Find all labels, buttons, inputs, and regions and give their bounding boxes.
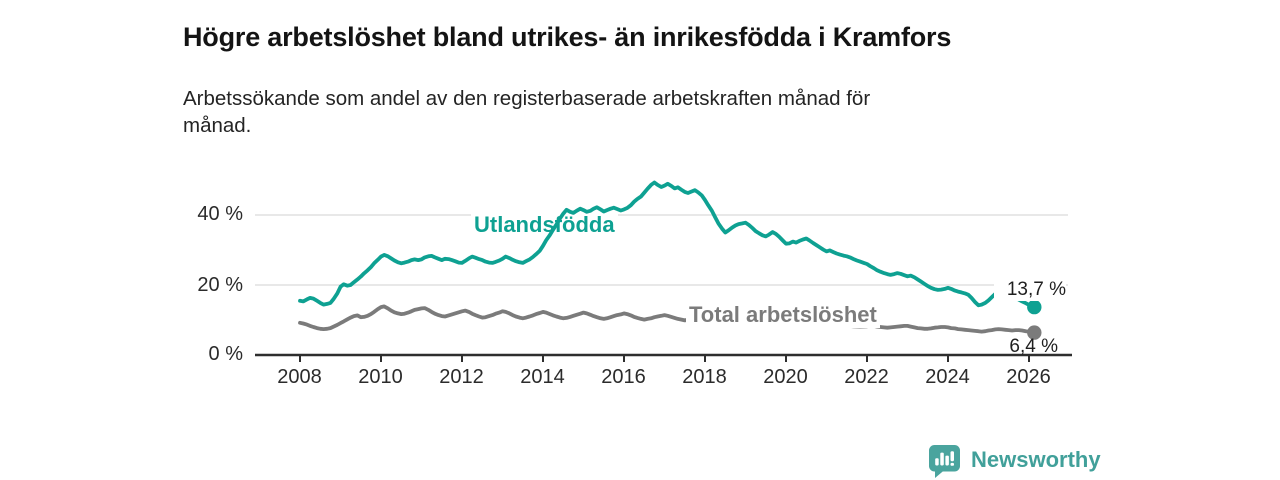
x-axis-label: 2024 xyxy=(925,366,970,388)
x-axis-label: 2010 xyxy=(358,366,403,388)
x-axis-label: 2014 xyxy=(520,366,565,388)
y-axis-label: 40 % xyxy=(197,203,243,225)
bar-chart-bubble-icon xyxy=(929,445,960,478)
x-axis-label: 2018 xyxy=(682,366,727,388)
chart-title: Högre arbetslöshet bland utrikes- än inr… xyxy=(183,22,952,53)
value-label-total: 6,4 % xyxy=(1009,336,1058,357)
x-axis-label: 2026 xyxy=(1006,366,1051,388)
x-axis-label: 2008 xyxy=(277,366,322,388)
x-axis-label: 2020 xyxy=(763,366,808,388)
x-axis-labels: 2008 2010 2012 2014 2016 2018 2020 2022 2024 2026 xyxy=(259,366,1069,389)
series-label-total: Total arbetslöshet xyxy=(686,302,880,328)
x-axis-label: 2012 xyxy=(439,366,484,388)
series-label-utlandsfodda: Utlandsfödda xyxy=(471,212,618,238)
newsworthy-brand-text: Newsworthy xyxy=(971,447,1101,472)
y-axis-label: 20 % xyxy=(197,274,243,296)
y-axis-label: 0 % xyxy=(208,343,243,365)
chart-subtitle: Arbetssökande som andel av den registerb… xyxy=(183,86,871,137)
x-axis-label: 2022 xyxy=(844,366,889,388)
newsworthy-logo[interactable]: Newsworthy xyxy=(928,444,1101,479)
x-axis-label: 2016 xyxy=(601,366,646,388)
value-label-utlandsfodda: 13,7 % xyxy=(994,279,1066,301)
